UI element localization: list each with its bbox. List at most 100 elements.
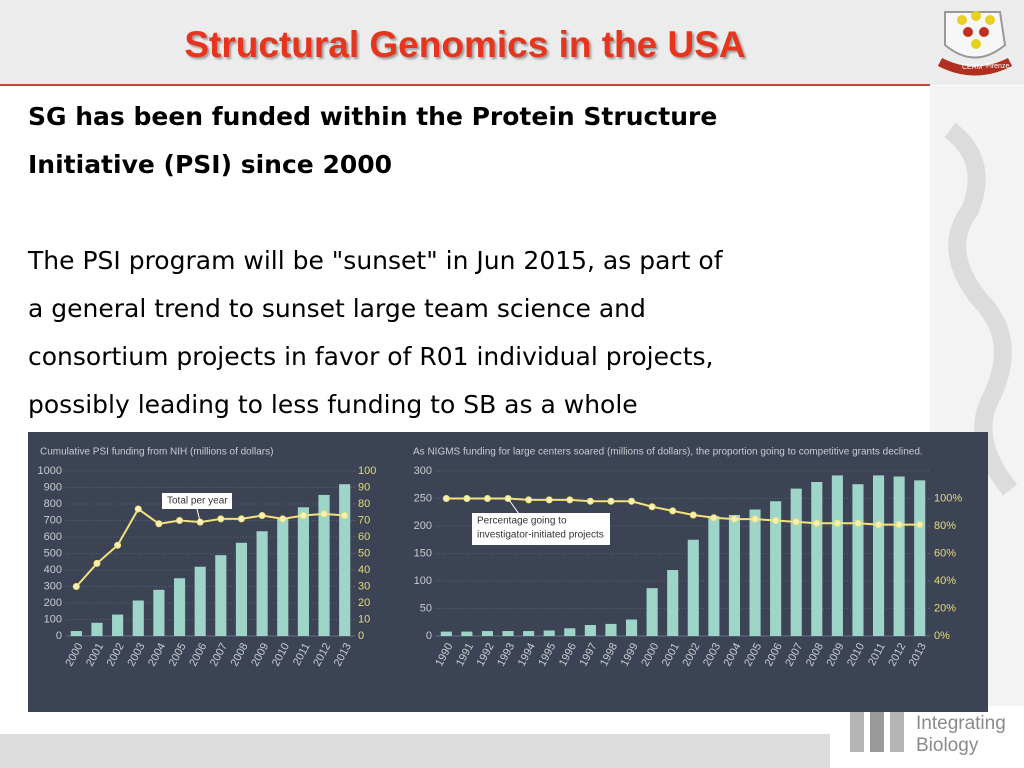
line-point — [833, 519, 841, 527]
line-point — [689, 511, 697, 519]
footer-text: Integrating — [916, 713, 1006, 734]
bar — [235, 542, 248, 636]
annotation-pointer — [196, 508, 201, 523]
line-point — [566, 496, 574, 504]
line-point — [442, 495, 450, 502]
line-point — [483, 495, 491, 502]
bar — [625, 619, 638, 636]
line-point — [463, 495, 471, 502]
header-rule — [0, 84, 930, 86]
y-tick-label: 200 — [44, 597, 62, 609]
line-point — [134, 505, 142, 513]
y-tick-label: 600 — [44, 531, 62, 543]
line-point — [525, 496, 533, 504]
y-tick-label: 0 — [426, 630, 432, 642]
bar — [215, 555, 227, 636]
bar — [523, 631, 535, 636]
line-point — [586, 497, 594, 505]
bar — [584, 625, 596, 636]
paragraph-line: The PSI program will be "sunset" in Jun … — [27, 246, 724, 275]
bar — [132, 600, 144, 636]
logo-text: CERM — [962, 64, 983, 71]
y2-tick-label: 80 — [358, 498, 370, 510]
bar — [811, 482, 823, 636]
cerm-logo: CERM Firenze — [937, 11, 1013, 76]
bar — [667, 570, 679, 636]
bar — [502, 631, 514, 636]
bar — [646, 588, 658, 636]
annotation: Percentage going to — [477, 516, 567, 527]
bar — [790, 488, 802, 636]
paragraph-line: possibly leading to less funding to SB a… — [28, 390, 638, 419]
line-point — [545, 496, 553, 504]
line-point — [751, 515, 759, 523]
annotation-box — [162, 493, 232, 509]
bar — [728, 515, 741, 636]
y-tick-label: 150 — [414, 547, 432, 559]
logo-text: Firenze — [986, 63, 1009, 70]
y2-tick-label: 30 — [358, 580, 370, 592]
bar — [318, 494, 330, 636]
footer-logo: Integrating Biology — [850, 712, 1006, 756]
y2-tick-label: 60% — [934, 547, 956, 559]
chart-title: Cumulative PSI funding from NIH (million… — [40, 447, 273, 458]
annotation: Total per year — [167, 496, 228, 507]
y-tick-label: 300 — [44, 580, 62, 592]
line-point — [916, 521, 924, 529]
annotation-box — [472, 513, 610, 545]
y-tick-label: 100 — [414, 575, 432, 587]
y2-tick-label: 60 — [358, 531, 370, 543]
heading-line: Initiative (PSI) since 2000 — [28, 150, 392, 179]
bar — [914, 480, 926, 636]
footer-band — [0, 734, 830, 768]
y-tick-label: 800 — [44, 498, 62, 510]
bar — [687, 539, 699, 636]
header-band — [0, 0, 1024, 85]
bar — [297, 507, 309, 636]
line-point — [299, 512, 307, 520]
y2-tick-label: 0% — [934, 630, 950, 642]
y-tick-label: 250 — [414, 492, 432, 504]
bar — [153, 589, 165, 636]
line-point — [114, 541, 122, 549]
paragraph-line: a general trend to sunset large team sci… — [28, 294, 646, 323]
line-point — [772, 517, 780, 524]
bar — [852, 484, 864, 636]
line-point — [710, 514, 718, 522]
line-point — [792, 518, 800, 526]
bar — [194, 566, 206, 636]
y2-tick-label: 90 — [358, 481, 370, 493]
y-tick-label: 900 — [44, 481, 62, 493]
y2-tick-label: 20 — [358, 597, 370, 609]
bar — [564, 628, 576, 636]
y2-tick-label: 100 — [358, 465, 376, 477]
line-point — [341, 512, 349, 520]
bar — [461, 631, 473, 636]
bar — [708, 516, 720, 636]
heading-line: SG has been funded within the Protein St… — [28, 102, 717, 131]
y2-tick-label: 20% — [934, 602, 956, 614]
chart-panel — [28, 432, 988, 712]
footer-text: Biology — [916, 735, 979, 756]
bar — [481, 631, 494, 636]
chart-title: As NIGMS funding for large centers soare… — [413, 447, 923, 458]
line-point — [648, 503, 656, 511]
bar — [872, 475, 885, 636]
y2-tick-label: 100% — [934, 492, 962, 504]
y2-tick-label: 80% — [934, 520, 956, 532]
bar — [770, 501, 782, 636]
bar — [893, 476, 905, 636]
y2-tick-label: 40% — [934, 575, 956, 587]
bar — [70, 631, 82, 636]
line-point — [854, 519, 862, 527]
bar — [91, 622, 103, 636]
y-tick-label: 700 — [44, 514, 62, 526]
bar — [256, 531, 268, 636]
line-point — [320, 510, 328, 518]
y-tick-label: 400 — [44, 564, 62, 576]
y-tick-label: 500 — [44, 547, 62, 559]
y2-tick-label: 70 — [358, 514, 370, 526]
bar — [277, 518, 289, 636]
line-point — [875, 521, 883, 529]
slide-title: Structural Genomics in the USA — [184, 24, 745, 65]
